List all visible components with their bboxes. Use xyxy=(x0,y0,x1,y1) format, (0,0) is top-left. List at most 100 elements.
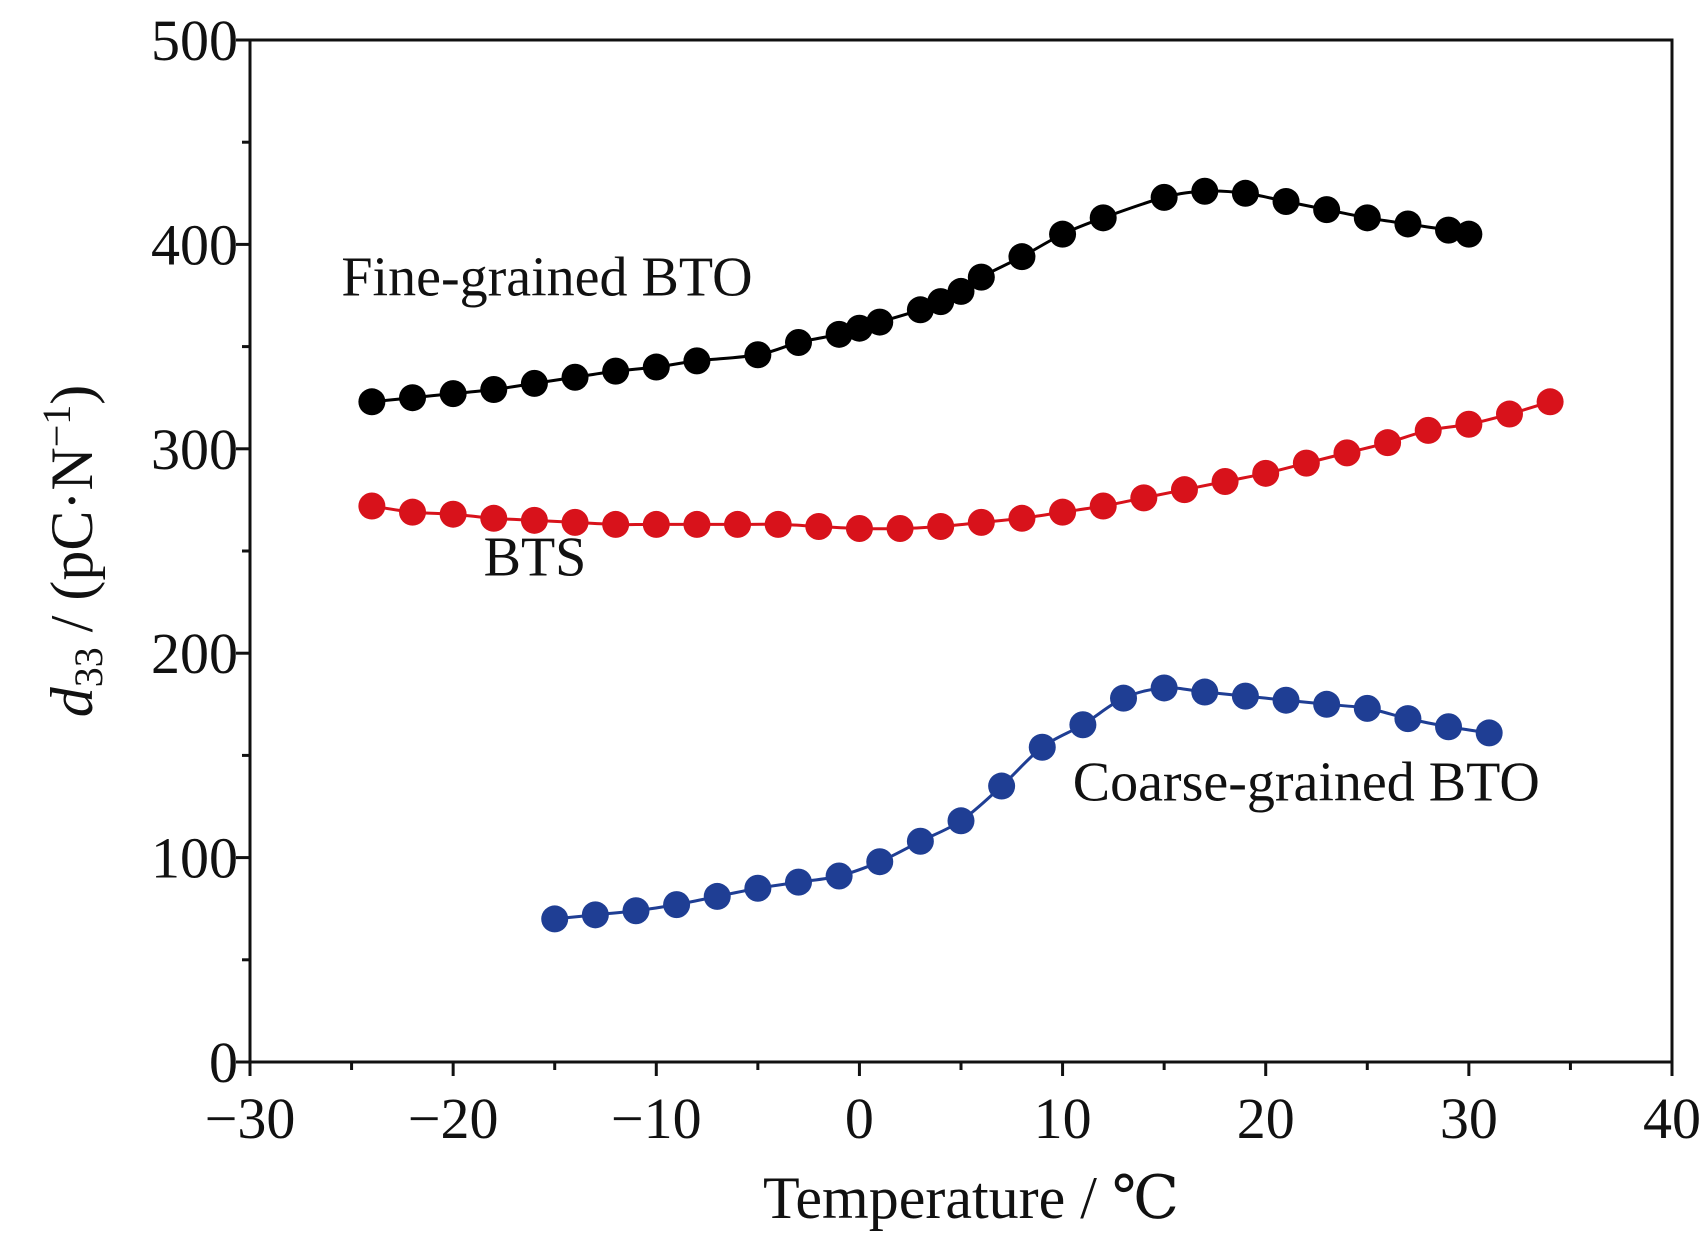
data-point-coarse-grained-bto xyxy=(1069,711,1097,739)
data-point-bts xyxy=(1495,400,1523,428)
data-point-fine-grained-bto xyxy=(1191,177,1219,205)
data-point-fine-grained-bto xyxy=(1313,196,1341,224)
data-point-coarse-grained-bto xyxy=(703,882,731,910)
series-label-bts: BTS xyxy=(484,527,587,589)
data-point-fine-grained-bto xyxy=(1231,179,1259,207)
y-tick-label: 500 xyxy=(151,8,238,73)
data-point-bts xyxy=(927,512,955,540)
x-tick-label: 20 xyxy=(1237,1086,1295,1151)
data-point-coarse-grained-bto xyxy=(1150,674,1178,702)
x-tick-label: −20 xyxy=(408,1086,499,1151)
data-point-bts xyxy=(480,504,508,532)
data-point-bts xyxy=(1374,429,1402,457)
data-point-fine-grained-bto xyxy=(784,329,812,357)
data-point-bts xyxy=(724,510,752,538)
data-point-bts xyxy=(1292,449,1320,477)
data-point-fine-grained-bto xyxy=(1049,220,1077,248)
data-point-fine-grained-bto xyxy=(683,347,711,375)
series-label-fine-grained-bto: Fine-grained BTO xyxy=(341,247,752,309)
data-point-fine-grained-bto xyxy=(480,376,508,404)
data-point-coarse-grained-bto xyxy=(906,827,934,855)
data-point-fine-grained-bto xyxy=(825,320,853,348)
data-point-fine-grained-bto xyxy=(439,380,467,408)
data-point-fine-grained-bto xyxy=(1394,210,1422,238)
data-point-fine-grained-bto xyxy=(1435,216,1463,244)
data-point-coarse-grained-bto xyxy=(1028,733,1056,761)
data-point-bts xyxy=(642,510,670,538)
data-point-bts xyxy=(1455,410,1483,438)
data-point-fine-grained-bto xyxy=(927,288,955,316)
y-axis-title-superscript: −1 xyxy=(34,405,79,448)
data-point-fine-grained-bto xyxy=(1455,220,1483,248)
y-axis-title-subscript: 33 xyxy=(66,647,111,687)
data-point-bts xyxy=(886,515,914,543)
y-axis-title-unit: / (pC·N xyxy=(39,447,105,647)
data-point-fine-grained-bto xyxy=(520,369,548,397)
series-line-bts xyxy=(371,400,1551,531)
data-point-fine-grained-bto xyxy=(1008,243,1036,271)
data-point-coarse-grained-bto xyxy=(1475,719,1503,747)
data-point-bts xyxy=(764,510,792,538)
x-tick-label: −30 xyxy=(205,1086,296,1151)
data-point-fine-grained-bto xyxy=(1089,204,1117,232)
data-point-bts xyxy=(1170,476,1198,504)
data-point-bts xyxy=(602,510,630,538)
y-tick-label: 400 xyxy=(151,212,238,277)
data-point-bts xyxy=(439,500,467,528)
data-point-coarse-grained-bto xyxy=(784,868,812,896)
data-point-bts xyxy=(1333,439,1361,467)
y-axis-title-symbol: d xyxy=(39,686,105,717)
data-point-bts xyxy=(845,515,873,543)
data-point-coarse-grained-bto xyxy=(744,874,772,902)
axes xyxy=(248,38,1674,1064)
data-point-bts xyxy=(1130,484,1158,512)
data-point-bts xyxy=(399,498,427,526)
series-layer xyxy=(358,177,1564,933)
x-tick-label: 30 xyxy=(1440,1086,1498,1151)
series-bts xyxy=(358,388,1564,543)
y-tick-label: 300 xyxy=(151,417,238,482)
data-point-fine-grained-bto xyxy=(906,296,934,324)
data-point-coarse-grained-bto xyxy=(663,891,691,919)
data-point-bts xyxy=(967,508,995,536)
y-axis-title: d33 / (pC·N−1) xyxy=(34,385,111,718)
y-tick-label: 100 xyxy=(151,826,238,891)
data-point-fine-grained-bto xyxy=(845,314,873,342)
data-point-bts xyxy=(683,510,711,538)
data-point-bts xyxy=(1089,492,1117,520)
data-point-coarse-grained-bto xyxy=(1394,705,1422,733)
series-label-coarse-grained-bto: Coarse-grained BTO xyxy=(1073,751,1540,813)
series-coarse-grained-bto xyxy=(541,674,1503,933)
data-point-coarse-grained-bto xyxy=(947,807,975,835)
data-point-fine-grained-bto xyxy=(1353,204,1381,232)
data-point-bts xyxy=(1008,504,1036,532)
data-point-bts xyxy=(1536,388,1564,416)
data-point-fine-grained-bto xyxy=(399,384,427,412)
data-point-bts xyxy=(1252,459,1280,487)
x-tick-label: −10 xyxy=(611,1086,702,1151)
y-tick-label: 0 xyxy=(209,1030,238,1095)
data-point-coarse-grained-bto xyxy=(1231,682,1259,710)
y-axis-title-close: ) xyxy=(39,385,105,405)
data-point-fine-grained-bto xyxy=(947,277,975,305)
data-point-coarse-grained-bto xyxy=(1353,694,1381,722)
y-tick-label: 200 xyxy=(151,621,238,686)
data-point-fine-grained-bto xyxy=(561,363,589,391)
data-point-coarse-grained-bto xyxy=(541,905,569,933)
data-point-fine-grained-bto xyxy=(358,388,386,416)
data-point-bts xyxy=(561,508,589,536)
data-point-bts xyxy=(358,492,386,520)
data-point-fine-grained-bto xyxy=(642,353,670,381)
x-tick-label: 40 xyxy=(1643,1086,1701,1151)
data-point-coarse-grained-bto xyxy=(988,772,1016,800)
data-point-bts xyxy=(1414,416,1442,444)
data-point-bts xyxy=(1049,498,1077,526)
data-point-coarse-grained-bto xyxy=(866,848,894,876)
data-point-coarse-grained-bto xyxy=(825,862,853,890)
data-point-fine-grained-bto xyxy=(866,308,894,336)
data-point-bts xyxy=(805,512,833,540)
data-point-fine-grained-bto xyxy=(1272,187,1300,215)
data-point-bts xyxy=(520,506,548,534)
x-tick-label: 10 xyxy=(1034,1086,1092,1151)
